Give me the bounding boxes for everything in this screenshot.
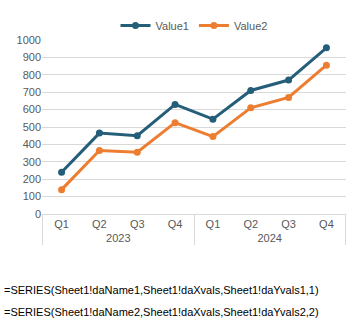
html-text:=SERIES(Sheet1!daName1,Sheet1!: =SERIES(Sheet1!daName1,Sheet1!daXvals,Sh… xyxy=(4,284,319,296)
svg-text:Q3: Q3 xyxy=(281,218,296,230)
svg-text:700: 700 xyxy=(23,86,41,98)
svg-text:Q1: Q1 xyxy=(54,218,69,230)
svg-text:800: 800 xyxy=(23,69,41,81)
svg-text:Q2: Q2 xyxy=(92,218,107,230)
svg-text:Value2: Value2 xyxy=(234,20,267,32)
svg-text:Q3: Q3 xyxy=(130,218,145,230)
svg-text:100: 100 xyxy=(23,190,41,202)
html-text:=SERIES(Sheet1!daName2,Sheet1!: =SERIES(Sheet1!daName2,Sheet1!daXvals,Sh… xyxy=(4,306,319,318)
svg-text:Q1: Q1 xyxy=(206,218,221,230)
svg-text:1000: 1000 xyxy=(17,34,41,46)
svg-text:600: 600 xyxy=(23,103,41,115)
svg-text:0: 0 xyxy=(35,208,41,220)
svg-text:300: 300 xyxy=(23,156,41,168)
svg-text:Q4: Q4 xyxy=(319,218,334,230)
svg-text:Value1: Value1 xyxy=(156,20,189,32)
svg-text:Q4: Q4 xyxy=(168,218,183,230)
svg-text:Q2: Q2 xyxy=(243,218,258,230)
svg-text:500: 500 xyxy=(23,121,41,133)
svg-text:900: 900 xyxy=(23,51,41,63)
svg-text:2023: 2023 xyxy=(106,232,130,244)
svg-text:400: 400 xyxy=(23,138,41,150)
svg-text:200: 200 xyxy=(23,173,41,185)
svg-text:2024: 2024 xyxy=(257,232,281,244)
